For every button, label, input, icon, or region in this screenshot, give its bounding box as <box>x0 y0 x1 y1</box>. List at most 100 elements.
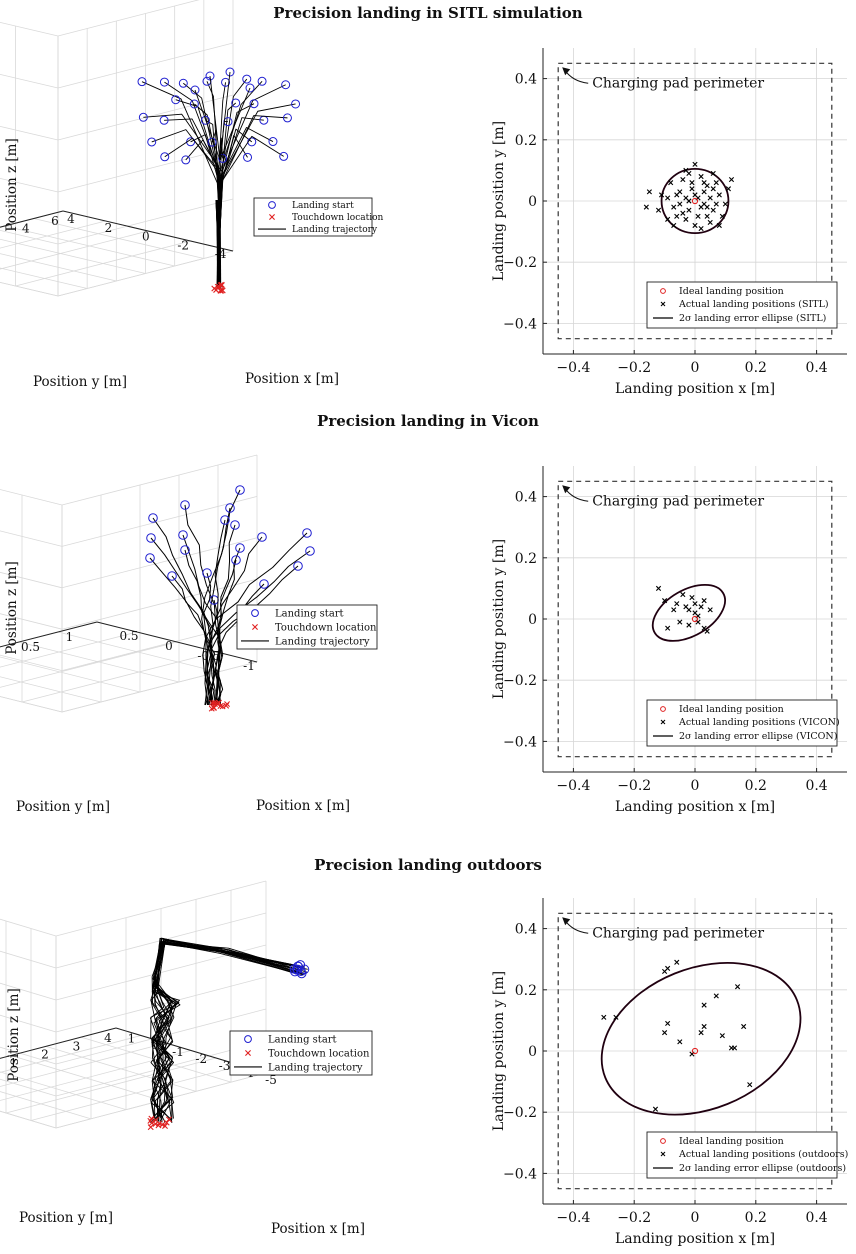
landing-point <box>698 1030 704 1036</box>
x-axis-label: Position x [m] <box>245 371 339 387</box>
landing-point <box>680 210 686 216</box>
landing-point <box>710 170 716 177</box>
legend: Ideal landing position Actual landing pos… <box>646 1131 848 1179</box>
landing-point <box>683 195 689 201</box>
trajectory-line <box>151 939 297 1119</box>
legend-trajectory-label: Landing trajectory <box>292 225 378 235</box>
legend-start-marker <box>244 1035 252 1043</box>
landing-point <box>692 601 698 607</box>
landing-start-marker <box>178 78 188 88</box>
legend-start-marker <box>268 201 276 209</box>
landing-point <box>716 222 722 229</box>
touchdown-marker <box>163 1119 170 1126</box>
grid-line <box>57 250 234 297</box>
landing-point <box>716 192 722 198</box>
y-tick-label: 0.4 <box>515 922 537 938</box>
grid-line <box>0 571 63 589</box>
charging-pad-perimeter <box>557 480 833 758</box>
touchdown-marker <box>218 281 225 288</box>
landing-point <box>701 1023 707 1030</box>
legend: Landing start Touchdown location Landing t… <box>236 604 378 650</box>
landing-point <box>677 201 683 207</box>
landing-point <box>704 213 710 219</box>
legend: Landing start Touchdown location Landing t… <box>229 1030 373 1076</box>
touchdown-marker <box>214 700 221 707</box>
x-tick-label: 4 <box>22 222 30 236</box>
y-tick-label: 0.4 <box>515 490 537 506</box>
landing-start-marker <box>293 961 303 972</box>
x-tick-label: 0.5 <box>21 640 40 654</box>
x-tick-label: 6 <box>51 214 59 228</box>
grid-line <box>0 1046 57 1065</box>
touchdown-marker <box>152 1117 159 1124</box>
landing-start-marker <box>293 561 303 571</box>
grid-line <box>0 73 59 89</box>
ideal-point <box>691 615 699 623</box>
y-axis-label: Position y [m] <box>19 1210 113 1226</box>
legend-start-label: Landing start <box>268 1034 337 1045</box>
scatter-chart-2: −0.4 −0.2 0 0.2 0.4 0.4 0.2 0 −0.2 −0.4 Landing po… <box>491 48 847 397</box>
grid-line <box>0 177 59 193</box>
y-tick-label: -1 <box>172 1045 184 1059</box>
touchdown-marker <box>165 1116 172 1123</box>
landing-start-marker <box>231 555 241 565</box>
landing-start-marker <box>159 77 169 87</box>
landing-point <box>677 619 683 625</box>
landing-point <box>701 1002 707 1008</box>
annotation-arrowhead <box>562 917 571 926</box>
landing-point <box>677 1039 683 1045</box>
z-axis-label: Position z [m] <box>6 988 22 1082</box>
legend-actual-marker <box>660 1151 666 1157</box>
landing-start-marker <box>189 99 199 109</box>
landing-start-marker <box>242 74 252 84</box>
landing-point <box>646 189 652 195</box>
landing-point <box>731 1045 738 1051</box>
trajectories <box>145 485 315 712</box>
landing-start-marker <box>231 98 241 108</box>
grid-line <box>0 656 141 693</box>
landing-point <box>668 180 674 186</box>
landing-point <box>652 1106 659 1112</box>
landing-point <box>655 585 662 591</box>
landing-point <box>692 222 698 229</box>
landing-start-marker <box>180 545 190 555</box>
legend-ideal-label: Ideal landing position <box>679 704 784 715</box>
landing-point <box>701 180 707 186</box>
y-tick-label: 0.2 <box>515 983 537 999</box>
trajectories <box>147 937 310 1131</box>
x-tick-label: −0.4 <box>556 360 590 376</box>
landing-point <box>689 180 695 186</box>
touchdown-marker <box>213 286 220 293</box>
landing-point <box>713 180 719 186</box>
landing-point <box>671 607 677 613</box>
grid-line <box>30 1065 242 1121</box>
error-ellipse <box>660 167 730 235</box>
grid-line <box>0 641 178 688</box>
landing-point <box>665 1020 671 1027</box>
landing-point <box>713 201 719 207</box>
legend-touchdown-marker <box>245 1050 251 1056</box>
y-axis-line <box>96 621 258 663</box>
landing-point <box>710 186 716 192</box>
y-tick-label: 0 <box>528 194 537 210</box>
trajectory-line <box>206 550 311 706</box>
grid-line <box>57 0 200 37</box>
charging-pad-perimeter <box>557 62 833 340</box>
legend: Ideal landing position Actual landing pos… <box>646 699 840 747</box>
landing-start-marker <box>243 152 253 162</box>
y-tick-label: −0.2 <box>503 255 537 271</box>
grid-line <box>0 1110 57 1129</box>
trajectory-line <box>152 939 305 1118</box>
y-tick-label: −0.4 <box>503 734 537 750</box>
scatter-chart-4: −0.4 −0.2 0 0.2 0.4 0.4 0.2 0 −0.2 −0.4 Landing po… <box>491 466 847 815</box>
grid-line <box>0 281 59 297</box>
landing-point <box>734 984 741 990</box>
landing-point <box>613 1014 619 1020</box>
trajectory-line <box>152 517 209 706</box>
grid-line <box>0 1050 192 1101</box>
x-tick-label: −0.2 <box>617 778 651 794</box>
grid-line <box>0 125 59 141</box>
legend-touchdown-marker <box>252 624 258 630</box>
annotation-label: Charging pad perimeter <box>592 75 764 91</box>
y-tick-label: -5 <box>265 1073 277 1087</box>
